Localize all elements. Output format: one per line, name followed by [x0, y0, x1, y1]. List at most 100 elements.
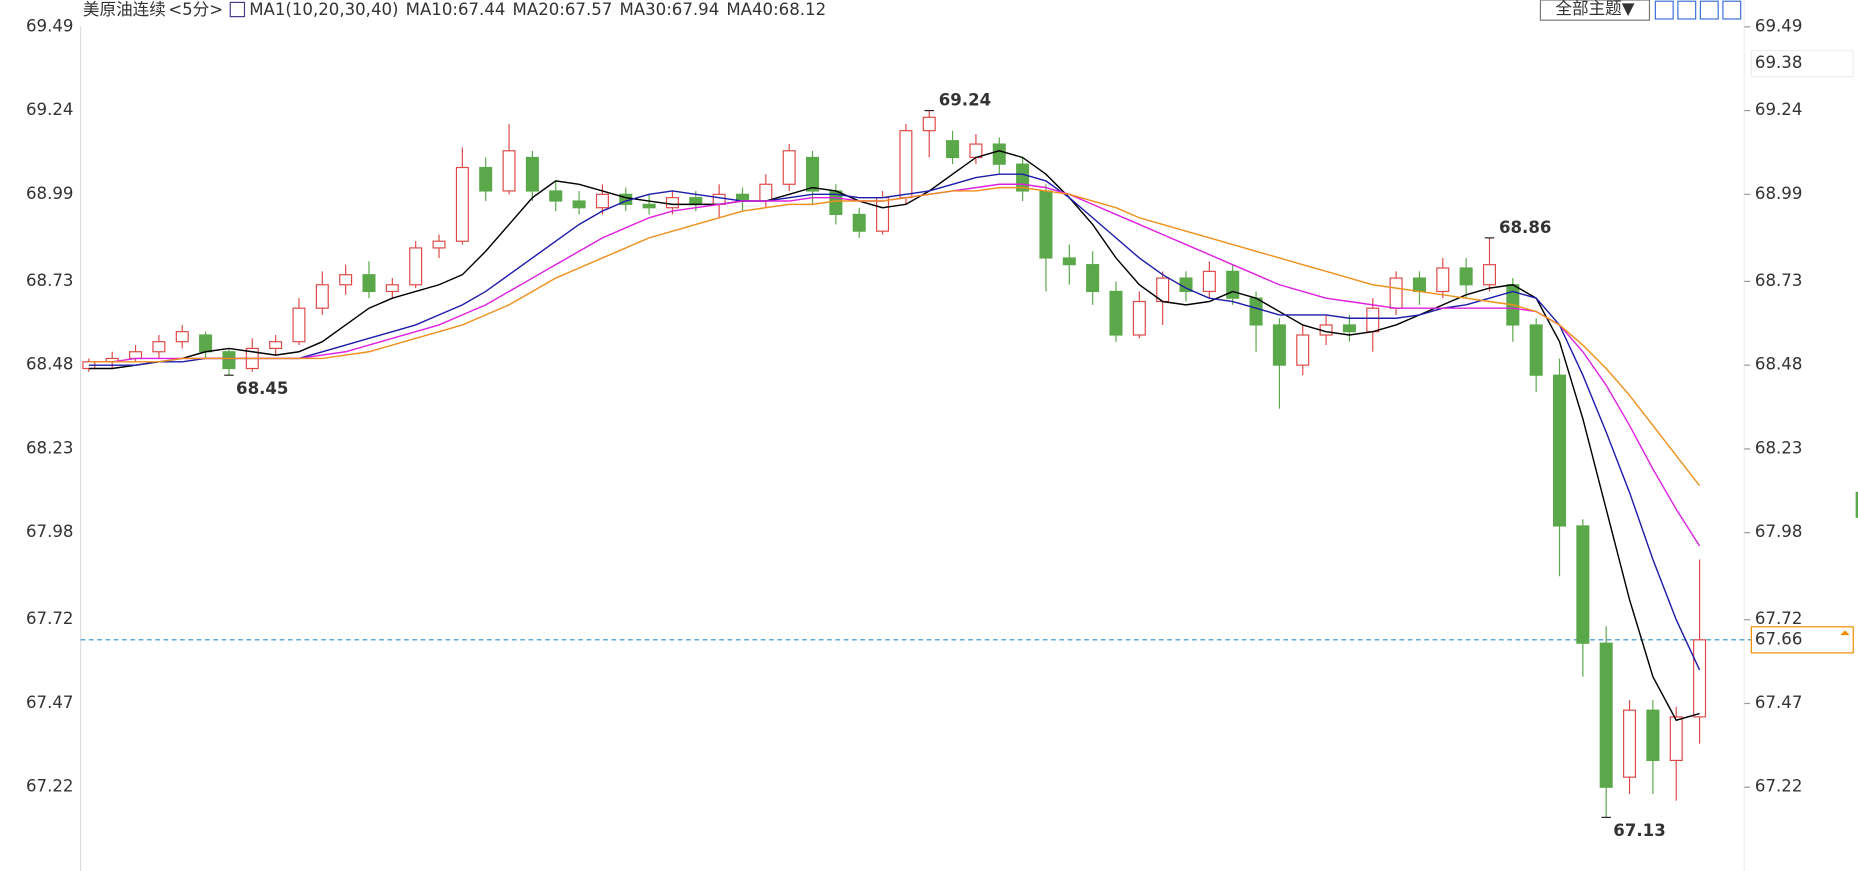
- icon-button[interactable]: [1722, 0, 1742, 20]
- candle-body: [852, 213, 866, 232]
- ma-line: [88, 186, 1701, 487]
- y-tick-label: 68.23: [26, 438, 73, 457]
- candle-body: [1226, 270, 1240, 299]
- price-box: [1750, 626, 1854, 654]
- annotation-label: 67.13: [1613, 821, 1665, 840]
- candle-body: [712, 193, 726, 205]
- candle-body: [269, 341, 283, 349]
- candle-body: [1249, 297, 1263, 326]
- candle-body: [595, 193, 609, 209]
- header-text: 美原油连续: [83, 0, 166, 19]
- candle-body: [409, 247, 423, 286]
- candle-body: [199, 334, 213, 353]
- candle-body: [292, 307, 306, 343]
- marker-box: [1750, 50, 1854, 78]
- candle-body: [876, 197, 890, 232]
- y-tick-label: 69.24: [26, 100, 73, 119]
- candle-body: [1109, 290, 1123, 336]
- candle-body: [315, 284, 329, 309]
- candle-body: [1132, 300, 1146, 336]
- header-text: <5分>: [168, 0, 223, 19]
- header-text: MA10:67.44: [406, 0, 506, 19]
- candle-body: [969, 143, 983, 159]
- y2-tick-label: 68.73: [1755, 271, 1802, 290]
- candle-body: [992, 143, 1006, 165]
- candle-body: [455, 166, 469, 242]
- candle-body: [1599, 642, 1613, 788]
- header-text: MA20:67.57: [513, 0, 613, 19]
- y2-tick-label: 68.48: [1755, 355, 1802, 374]
- candle-body: [759, 183, 773, 202]
- candle-body: [1436, 267, 1450, 293]
- annotation-label: 69.24: [939, 91, 991, 110]
- candle-body: [1016, 163, 1030, 192]
- header-text: MA1(10,20,30,40): [249, 0, 398, 19]
- y2-tick-label: 68.23: [1755, 438, 1802, 457]
- ma-line: [88, 183, 1701, 547]
- icon-button[interactable]: [1677, 0, 1697, 20]
- candle-body: [1366, 307, 1380, 333]
- theme-button-label[interactable]: 全部主题▼: [1555, 0, 1634, 18]
- y-tick-label: 67.47: [26, 693, 73, 712]
- candle-body: [152, 341, 166, 353]
- candle-body: [1576, 525, 1590, 644]
- header-text: MA40:68.12: [726, 0, 826, 19]
- y-tick-label: 68.73: [26, 271, 73, 290]
- candle-body: [1482, 264, 1496, 286]
- candle-body: [385, 284, 399, 293]
- y2-tick-label: 68.99: [1755, 184, 1802, 203]
- theme-button[interactable]: [1539, 0, 1651, 21]
- candle-body: [502, 150, 516, 192]
- marker-label: 69.38: [1755, 53, 1802, 72]
- candle-body: [1202, 270, 1216, 293]
- y2-tick-label: 67.47: [1755, 693, 1802, 712]
- candle-body: [1296, 334, 1310, 366]
- y2-tick-label: 69.49: [1755, 16, 1802, 35]
- candle-body: [1039, 190, 1053, 259]
- y-tick-label: 67.22: [26, 777, 73, 796]
- candle-body: [129, 351, 143, 360]
- price-label: 67.66: [1755, 629, 1802, 648]
- candle-body: [525, 156, 539, 192]
- icon-button[interactable]: [1699, 0, 1719, 20]
- y2-tick-label: 67.72: [1755, 609, 1802, 628]
- y2-tick-label: 69.24: [1755, 100, 1802, 119]
- y2-tick-label: 67.98: [1755, 522, 1802, 541]
- candle-body: [549, 190, 563, 202]
- candle-body: [222, 351, 236, 370]
- candle-body: [1086, 264, 1100, 293]
- y-tick-label: 67.98: [26, 522, 73, 541]
- indicator-icon: [229, 1, 246, 18]
- candle-body: [1342, 324, 1356, 333]
- y-tick-label: 67.72: [26, 609, 73, 628]
- candle-body: [642, 203, 656, 209]
- header-text: MA30:67.94: [619, 0, 719, 19]
- icon-button[interactable]: [1654, 0, 1674, 20]
- y2-tick-label: 67.22: [1755, 777, 1802, 796]
- candle-body: [1552, 374, 1567, 527]
- candle-body: [1646, 709, 1660, 762]
- toolbar-icons: [1654, 0, 1742, 20]
- candle-body: [1693, 639, 1707, 718]
- candle-body: [806, 156, 820, 192]
- candle-body: [1412, 277, 1426, 293]
- candle-body: [1529, 324, 1543, 376]
- candle-body: [1623, 709, 1637, 778]
- candle-body: [665, 197, 679, 209]
- ma-line: [88, 173, 1701, 671]
- annotation-label: 68.86: [1499, 218, 1551, 237]
- candle-body: [1062, 257, 1076, 266]
- candle-body: [479, 166, 493, 192]
- candle-body: [782, 150, 796, 185]
- y-tick-label: 68.99: [26, 184, 73, 203]
- candle-body: [946, 140, 960, 159]
- candle-body: [175, 331, 189, 343]
- annotation-label: 68.45: [236, 379, 288, 398]
- price-arrow: [1840, 630, 1850, 636]
- candle-body: [572, 200, 586, 209]
- candle-body: [922, 116, 936, 132]
- ma-line: [88, 150, 1700, 722]
- candle-body: [339, 274, 353, 286]
